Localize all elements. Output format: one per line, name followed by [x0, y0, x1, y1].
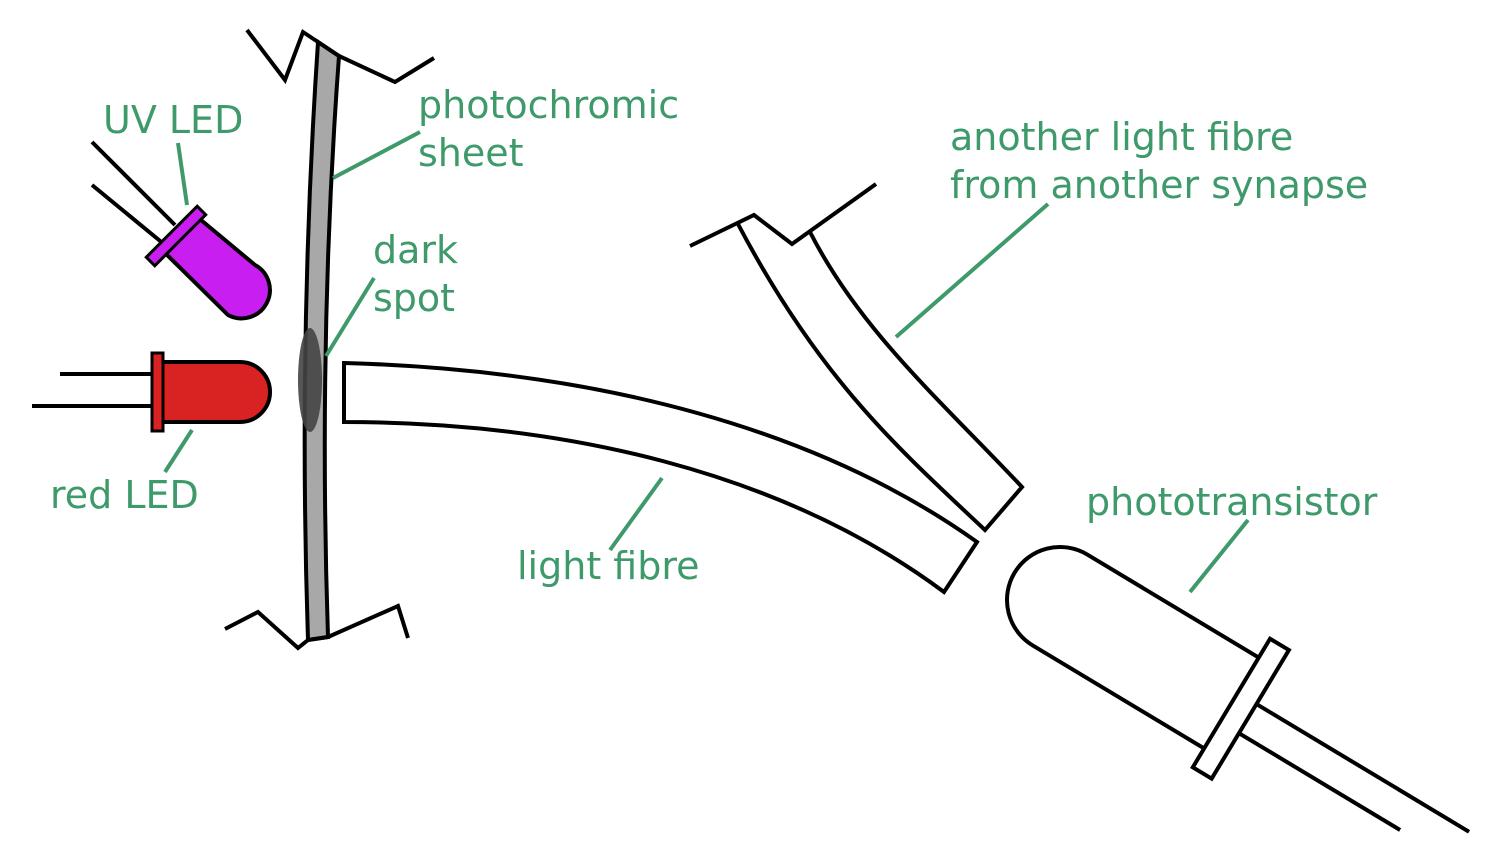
dark-spot-label-line1: dark [373, 228, 458, 272]
another-light-fibre [689, 182, 1025, 533]
uv-led [90, 140, 272, 321]
another-fibre-label-line2: from another synapse [950, 163, 1368, 207]
light-fibre-label: light fibre [517, 544, 700, 588]
red-led [32, 351, 272, 433]
red-led-label: red LED [50, 473, 199, 517]
dark-spot-label-line2: spot [373, 276, 455, 320]
phototransistor-label: phototransistor [1086, 480, 1378, 524]
photochromic-sheet [224, 28, 436, 651]
photochromic-leader [332, 130, 421, 180]
phototransistor [1005, 545, 1471, 834]
uv-led-label: UV LED [103, 98, 243, 142]
light-fibre [342, 360, 980, 595]
another-fibre-label-line1: another light fibre [950, 115, 1293, 159]
red-led-leader [163, 428, 194, 474]
photochromic-label-line2: sheet [418, 131, 524, 175]
light-fibre-leader [608, 476, 664, 552]
photochromic-label-line1: photochromic [418, 83, 679, 127]
dark-spot-leader [324, 276, 376, 358]
uv-led-leader [176, 142, 189, 206]
phototransistor-leader [1188, 518, 1250, 594]
another-fibre-leader [894, 202, 1050, 339]
dark-spot [298, 328, 322, 432]
